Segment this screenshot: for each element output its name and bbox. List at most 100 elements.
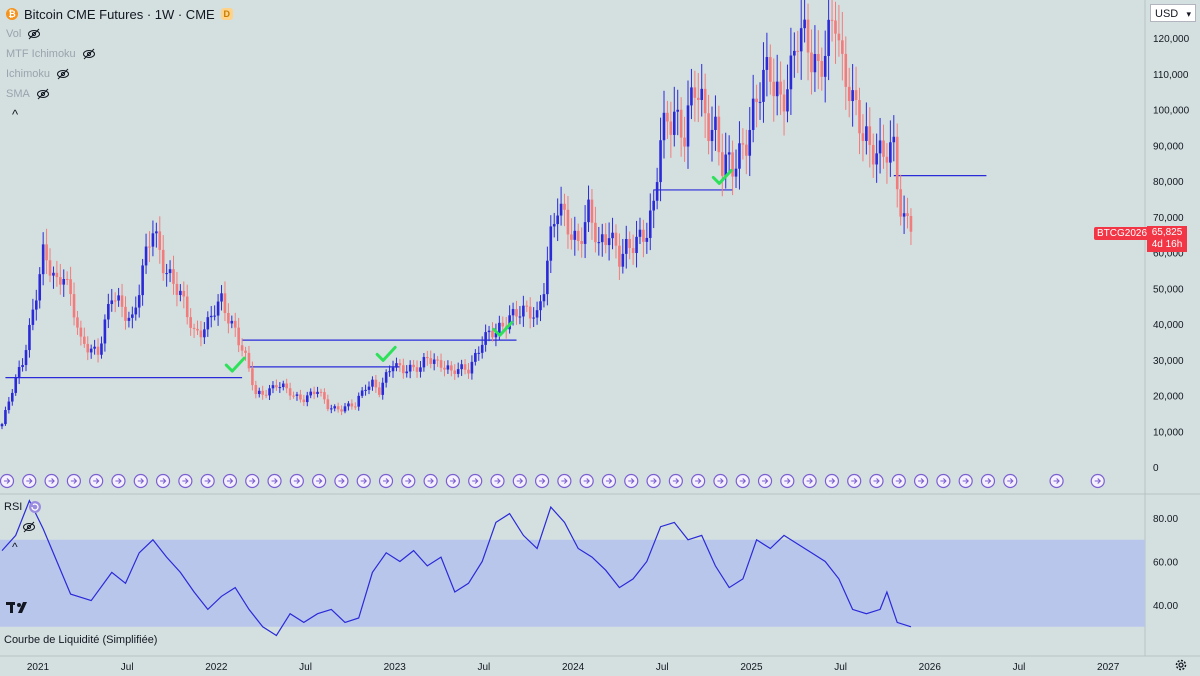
indicator-sma[interactable]: SMA: [6, 84, 233, 104]
candle-body: [244, 350, 247, 353]
candle-body: [275, 385, 278, 388]
indicator-mtf-ichimoku[interactable]: MTF Ichimoku: [6, 44, 233, 64]
candle-body: [693, 87, 697, 98]
candle-body: [96, 346, 100, 355]
gear-icon[interactable]: [1174, 658, 1188, 672]
check-marks: [224, 168, 733, 373]
candle-body: [161, 249, 165, 274]
tradingview-logo-icon[interactable]: [6, 600, 34, 614]
candle-body: [127, 317, 131, 321]
arrow-right-icon: [962, 478, 969, 484]
eye-hidden-icon[interactable]: [36, 87, 50, 101]
arrow-right-icon: [695, 478, 702, 484]
eye-hidden-icon[interactable]: [27, 27, 41, 41]
candle-body: [422, 356, 426, 368]
eye-hidden-icon[interactable]: [22, 520, 36, 534]
arrow-right-icon: [650, 478, 657, 484]
candle-body: [271, 385, 275, 389]
candle-body: [799, 28, 803, 52]
rsi-eye-row[interactable]: [4, 520, 36, 539]
candle-body: [532, 317, 535, 319]
indicator-ichimoku[interactable]: Ichimoku: [6, 64, 233, 84]
candle-body: [549, 226, 553, 261]
price-tick-label: 80,000: [1153, 177, 1184, 188]
candle-body: [38, 274, 42, 301]
arrow-right-icon: [271, 478, 278, 484]
candle-body: [738, 143, 741, 169]
rsi-legend[interactable]: RSI: [4, 500, 42, 514]
candle-body: [199, 330, 203, 338]
arrow-right-icon: [249, 478, 256, 484]
time-axis-ticks: 2021 Jul 2022 Jul 2023 Jul 2024 Jul 2025 Jul 2026 J…: [27, 662, 1120, 673]
candle-body: [41, 244, 45, 275]
candle-body: [21, 365, 24, 368]
candle-body: [213, 315, 216, 317]
candle-body: [570, 234, 573, 240]
arrow-right-icon: [472, 478, 479, 484]
candle-body: [4, 410, 7, 425]
arrow-right-icon: [93, 478, 100, 484]
candle-body: [299, 394, 302, 400]
candle-body: [645, 237, 649, 242]
symbol-row[interactable]: ₿ Bitcoin CME Futures · 1W · CME D: [6, 4, 233, 24]
candle-body: [494, 332, 498, 338]
candle-body: [573, 230, 577, 240]
rsi-collapse-button[interactable]: ^: [12, 540, 18, 554]
chevron-down-icon: ▾: [1186, 9, 1191, 19]
indicator-vol[interactable]: Vol: [6, 24, 233, 44]
candle-body: [185, 296, 189, 318]
candle-body: [878, 140, 882, 154]
arrow-right-icon: [405, 478, 412, 484]
rsi-line: [1, 499, 912, 637]
legend-collapse[interactable]: ^: [6, 104, 233, 124]
candle-body: [456, 369, 460, 374]
arrow-right-icon: [1053, 478, 1060, 484]
eye-hidden-icon[interactable]: [82, 47, 96, 61]
currency-select[interactable]: USD ▾: [1150, 4, 1196, 22]
candle-body: [268, 388, 271, 396]
symbol-title[interactable]: Bitcoin CME Futures · 1W · CME: [24, 6, 215, 22]
candle-body: [374, 379, 378, 388]
candle-body: [62, 279, 66, 285]
candle-body: [731, 152, 734, 177]
refresh-icon[interactable]: [28, 500, 42, 514]
arrow-right-icon: [806, 478, 813, 484]
arrow-right-icon: [226, 478, 234, 484]
candle-body: [155, 231, 158, 234]
candle-body: [65, 279, 69, 281]
candle-body: [600, 234, 604, 243]
candle-body: [429, 358, 433, 364]
data-badge: D: [220, 8, 233, 20]
candle-body: [227, 313, 230, 324]
candle-body: [93, 346, 96, 349]
arrow-right-icon: [338, 478, 345, 484]
arrow-right-icon: [494, 478, 501, 484]
candle-body: [463, 364, 467, 370]
candle-body: [134, 307, 138, 315]
candle-body: [851, 90, 854, 102]
candle-body: [515, 309, 518, 317]
time-tick-label: 2025: [740, 662, 763, 673]
candle-body: [350, 403, 354, 407]
eye-hidden-icon[interactable]: [56, 67, 70, 81]
candle-body: [230, 320, 234, 324]
candle-body: [158, 231, 162, 250]
rsi-axis-ticks: 40.00 60.00 80.00: [1153, 514, 1178, 612]
bitcoin-icon: ₿: [6, 8, 18, 20]
candle-body: [371, 379, 374, 387]
price-tick-label: 40,000: [1153, 320, 1184, 331]
candle-body: [460, 364, 463, 370]
candle-body: [76, 317, 79, 328]
indicator-label: SMA: [6, 88, 30, 100]
arrow-right-icon: [293, 478, 301, 484]
candle-body: [676, 109, 680, 112]
chevron-up-icon[interactable]: ^: [12, 106, 19, 122]
candle-body: [110, 300, 114, 305]
horizontal-levels: [5, 175, 987, 379]
arrow-right-icon: [918, 478, 925, 484]
arrow-right-icon: [26, 478, 33, 484]
candle-body: [775, 81, 779, 97]
time-tick-label: Jul: [1013, 662, 1026, 673]
event-markers: [0, 473, 1105, 489]
